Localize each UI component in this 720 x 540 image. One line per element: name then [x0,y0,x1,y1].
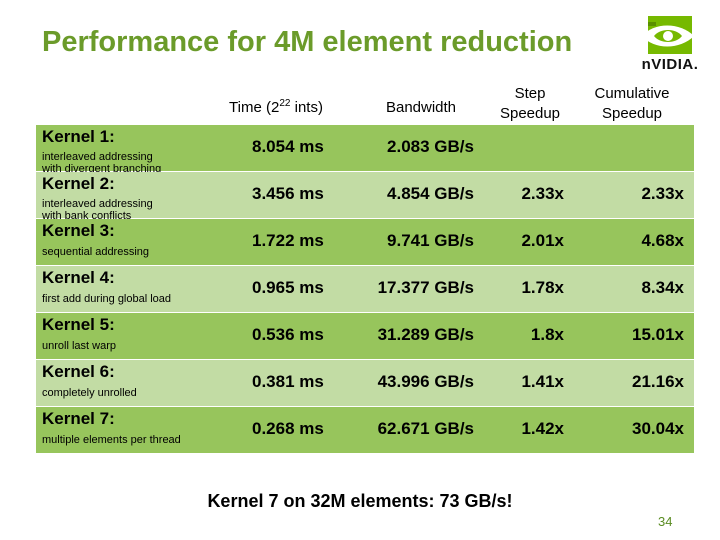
time-cell: 3.456 ms [252,184,324,203]
time-cell: 0.268 ms [252,419,324,438]
cumulative-speedup-cell: 21.16x [632,372,684,391]
header-bandwidth: Bandwidth [385,99,457,116]
bandwidth-cell: 9.741 GB/s [387,231,474,250]
table-row: Kernel 4: first add during global load 0.9… [36,266,694,313]
header-time: Time (222 ints) [214,98,338,118]
bandwidth-cell: 31.289 GB/s [377,325,474,344]
performance-table: Kernel 1: interleaved addressing with div… [36,125,694,454]
header-cumulative-speedup: Cumulative Speedup [594,85,670,122]
kernel-name: Kernel 2: [42,174,115,193]
header-time-exponent: 22 [279,98,291,109]
cumulative-speedup-cell: 8.34x [641,278,684,297]
bandwidth-cell: 62.671 GB/s [377,419,474,438]
header-step-speedup: Step Speedup [499,85,561,122]
nvidia-wordmark: nVIDIA. [641,56,699,73]
step-speedup-cell: 1.42x [521,419,564,438]
header-time-suffix: ints) [290,99,323,116]
table-row: Kernel 1: interleaved addressing with div… [36,125,694,175]
nvidia-eye-icon [642,16,694,54]
step-speedup-cell: 2.33x [521,184,564,203]
cumulative-speedup-cell: 4.68x [641,231,684,250]
table-row: Kernel 6: completely unrolled 0.381 ms 43.9… [36,360,694,407]
time-cell: 0.536 ms [252,325,324,344]
table-row: Kernel 3: sequential addressing 1.722 ms 9.… [36,219,694,266]
kernel-name: Kernel 4: [42,268,115,287]
page-number: 34 [658,514,673,529]
nvidia-logo: nVIDIA. [622,14,718,74]
kernel-description: unroll last warp [42,340,116,352]
bandwidth-cell: 4.854 GB/s [387,184,474,203]
time-cell: 1.722 ms [252,231,324,250]
table-row: Kernel 2: interleaved addressing with ban… [36,172,694,222]
time-cell: 8.054 ms [252,137,324,156]
bandwidth-cell: 43.996 GB/s [377,372,474,391]
kernel-description: sequential addressing [42,246,150,258]
cumulative-speedup-cell: 30.04x [632,419,684,438]
table-row: Kernel 5: unroll last warp 0.536 ms 31.289 … [36,313,694,360]
step-speedup-cell: 1.78x [521,278,564,297]
step-speedup-cell: 1.8x [530,325,564,344]
bandwidth-cell: 17.377 GB/s [377,278,474,297]
time-cell: 0.965 ms [252,278,324,297]
cumulative-speedup-cell: 15.01x [632,325,684,344]
bandwidth-cell: 2.083 GB/s [387,137,474,156]
footer-note: Kernel 7 on 32M elements: 73 GB/s! [207,491,513,511]
step-speedup-cell: 2.01x [521,231,564,250]
kernel-name: Kernel 6: [42,362,115,381]
time-cell: 0.381 ms [252,372,324,391]
step-speedup-cell: 1.41x [521,372,564,391]
kernel-description: multiple elements per thread [42,434,181,446]
kernel-name: Kernel 7: [42,409,115,428]
table-row: Kernel 7: multiple elements per thread 0.2… [36,407,694,454]
kernel-name: Kernel 3: [42,221,115,240]
kernel-description: first add during global load [42,293,172,305]
slide-title: Performance for 4M element reduction [42,26,573,58]
kernel-name: Kernel 5: [42,315,115,334]
header-time-prefix: Time (2 [229,99,280,116]
cumulative-speedup-cell: 2.33x [641,184,684,203]
kernel-description: completely unrolled [42,387,137,399]
kernel-name: Kernel 1: [42,127,115,146]
